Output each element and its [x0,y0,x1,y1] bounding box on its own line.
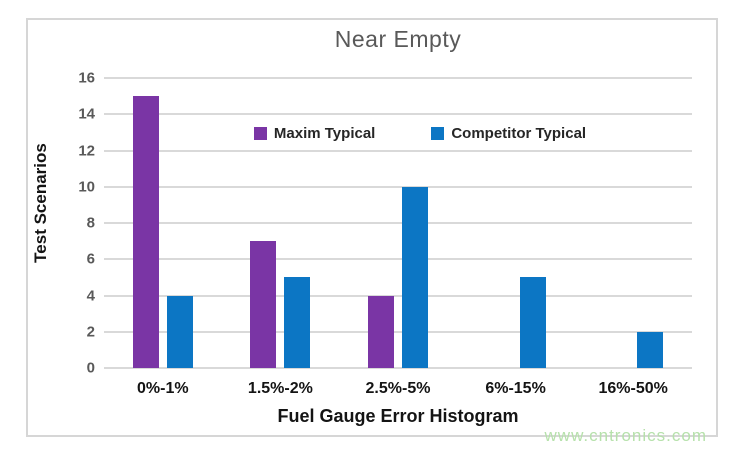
gridline-4 [104,294,692,297]
plot-area: 0 2 4 6 8 10 12 14 16 [78,71,692,376]
gridline-10 [104,185,692,188]
y-tick-label-14: 14 [78,105,95,123]
legend-item-maxim-typical: Maxim Typical [253,125,376,142]
x-axis-title: Fuel Gauge Error Histogram [277,406,519,426]
chart-title: Near Empty [334,26,462,52]
bar-maxim-typical-1.5%-2% [250,241,277,368]
x-axis-tick-labels: 0%-1% 1.5%-2% 2.5%-5% 6%-15% 16%-50% [104,380,692,398]
bar-maxim-typical-0%-1% [132,96,159,368]
y-tick-label-0: 0 [86,359,95,377]
y-tick-label-10: 10 [78,178,95,196]
y-tick-label-12: 12 [78,142,95,159]
legend-item-competitor-typical: Competitor Typical [431,125,586,142]
y-tick-label-8: 8 [86,214,95,232]
x-tick-label-2.5%-5%: 2.5%-5% [365,380,431,397]
gridline-12 [104,149,692,152]
y-axis-title: Test Scenarios [31,143,50,263]
x-tick-label-6%-15%: 6%-15% [485,380,546,397]
bar-competitor-typical-1.5%-2% [284,277,311,368]
bar-group-16%-50% [574,78,692,368]
bar-group-6%-15% [457,78,575,368]
gridline-0 [104,367,692,369]
y-tick-label-16: 16 [78,69,95,87]
legend-swatch-icon [253,127,267,140]
legend: Maxim Typical Competitor Typical [120,125,720,142]
bar-competitor-typical-6%-15% [519,277,546,368]
gridline-6 [104,258,692,261]
y-tick-label-4: 4 [86,287,95,304]
x-tick-label-1.5%-2%: 1.5%-2% [247,380,313,397]
bar-competitor-typical-2.5%-5% [401,186,428,368]
bar-group-1.5%-2% [222,78,340,368]
y-tick-label-6: 6 [86,250,95,268]
bar-maxim-typical-2.5%-5% [367,295,394,368]
y-tick-label-2: 2 [86,323,95,341]
legend-label: Maxim Typical [273,125,376,142]
gridline-16 [104,77,692,79]
bar-group-0%-1% [104,78,222,368]
bar-competitor-typical-0%-1% [166,295,193,368]
legend-swatch-icon [431,127,445,140]
bar-competitor-typical-16%-50% [637,331,664,368]
gridline-8 [104,222,692,224]
gridline-2 [104,330,692,333]
gridline-14 [104,113,692,116]
watermark-text: www.cntronics.com [544,426,707,445]
bar-group-2.5%-5% [339,78,457,368]
x-tick-label-0%-1%: 0%-1% [137,380,189,397]
x-tick-label-16%-50%: 16%-50% [598,380,668,397]
legend-label: Competitor Typical [451,125,587,142]
